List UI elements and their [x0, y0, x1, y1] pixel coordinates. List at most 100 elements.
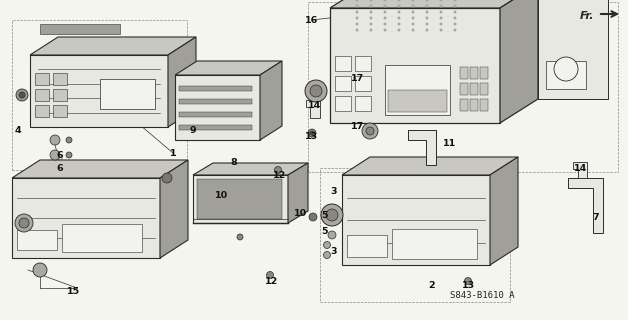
Circle shape [274, 166, 281, 173]
Bar [385, 65, 450, 115]
Bar [35, 89, 49, 101]
Circle shape [355, 0, 359, 2]
Text: 3: 3 [331, 188, 337, 196]
Text: 7: 7 [593, 213, 599, 222]
Bar [197, 179, 282, 219]
Bar [179, 86, 252, 91]
Circle shape [323, 242, 330, 249]
Bar [347, 235, 387, 257]
Circle shape [440, 28, 443, 31]
Polygon shape [330, 8, 500, 123]
Text: 5: 5 [322, 211, 328, 220]
Circle shape [309, 213, 317, 221]
Bar [470, 83, 478, 95]
Circle shape [66, 137, 72, 143]
Bar [392, 229, 477, 259]
Circle shape [411, 4, 414, 7]
Bar [53, 73, 67, 85]
Circle shape [362, 123, 378, 139]
Circle shape [384, 28, 386, 31]
Circle shape [453, 17, 457, 20]
Text: 12: 12 [266, 277, 279, 286]
Circle shape [465, 277, 472, 284]
Circle shape [369, 0, 372, 2]
Circle shape [50, 150, 60, 160]
Circle shape [453, 0, 457, 2]
Bar [17, 230, 57, 250]
Text: 8: 8 [230, 157, 237, 166]
Polygon shape [175, 61, 282, 75]
Text: Fr.: Fr. [580, 11, 594, 21]
Polygon shape [30, 37, 196, 55]
Circle shape [355, 4, 359, 7]
Polygon shape [260, 61, 282, 140]
Polygon shape [573, 162, 587, 178]
Circle shape [369, 4, 372, 7]
Polygon shape [342, 157, 518, 175]
Circle shape [411, 28, 414, 31]
Circle shape [162, 173, 172, 183]
Bar [335, 56, 351, 71]
Text: 13: 13 [462, 282, 475, 291]
Circle shape [305, 80, 327, 102]
Bar [470, 67, 478, 79]
Circle shape [398, 28, 401, 31]
Bar [100, 79, 155, 109]
Circle shape [426, 17, 428, 20]
Circle shape [321, 204, 343, 226]
Polygon shape [330, 0, 538, 8]
Circle shape [384, 11, 386, 13]
Circle shape [398, 0, 401, 2]
Text: 6: 6 [57, 164, 63, 172]
Text: 15: 15 [67, 287, 80, 297]
Polygon shape [288, 163, 308, 223]
Text: 9: 9 [190, 125, 197, 134]
Circle shape [453, 22, 457, 26]
Circle shape [323, 252, 330, 259]
Circle shape [440, 4, 443, 7]
Bar [40, 24, 120, 34]
Circle shape [384, 22, 386, 26]
Circle shape [440, 11, 443, 13]
Polygon shape [193, 175, 288, 223]
Bar [480, 83, 488, 95]
Circle shape [355, 28, 359, 31]
Polygon shape [175, 75, 260, 140]
Circle shape [33, 263, 47, 277]
Bar [460, 67, 468, 79]
Polygon shape [490, 157, 518, 265]
Bar [470, 99, 478, 111]
Text: 11: 11 [443, 139, 457, 148]
Circle shape [328, 231, 336, 239]
Text: 17: 17 [352, 122, 365, 131]
Circle shape [398, 4, 401, 7]
Polygon shape [193, 163, 308, 175]
Circle shape [66, 152, 72, 158]
Text: 14: 14 [575, 164, 588, 172]
Polygon shape [168, 37, 196, 127]
Circle shape [411, 11, 414, 13]
Polygon shape [500, 0, 538, 123]
Circle shape [398, 17, 401, 20]
Circle shape [384, 0, 386, 2]
Text: 17: 17 [352, 74, 365, 83]
Bar [62, 224, 142, 252]
Text: 6: 6 [57, 150, 63, 159]
Circle shape [308, 129, 316, 137]
Text: 3: 3 [331, 247, 337, 257]
Text: 16: 16 [305, 15, 318, 25]
Circle shape [369, 11, 372, 13]
Circle shape [19, 92, 25, 98]
Text: S843-B1610 A: S843-B1610 A [450, 291, 514, 300]
Circle shape [411, 22, 414, 26]
Circle shape [426, 0, 428, 2]
Bar [35, 105, 49, 117]
Circle shape [453, 28, 457, 31]
Bar [179, 112, 252, 117]
Circle shape [384, 4, 386, 7]
Bar [480, 67, 488, 79]
Bar [460, 83, 468, 95]
Circle shape [16, 89, 28, 101]
Circle shape [426, 22, 428, 26]
Polygon shape [306, 100, 320, 118]
